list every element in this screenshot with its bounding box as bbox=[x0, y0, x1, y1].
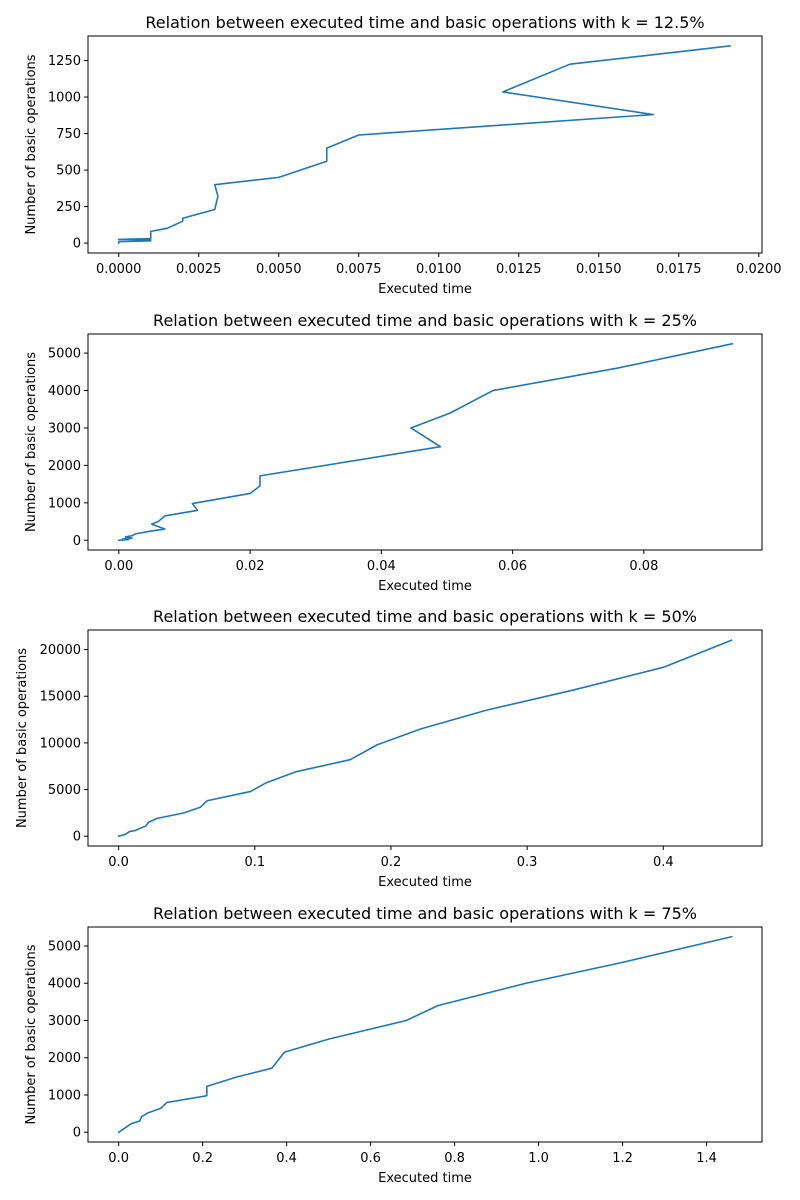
x-tick-label: 0.0150 bbox=[576, 262, 622, 277]
y-tick-label: 1000 bbox=[48, 1088, 81, 1103]
y-tick-label: 4000 bbox=[48, 384, 81, 399]
axes-frame bbox=[87, 333, 763, 551]
y-tick-label: 3000 bbox=[48, 421, 81, 436]
x-tick-label: 0.06 bbox=[498, 559, 527, 574]
chart-title: Relation between executed time and basic… bbox=[153, 311, 697, 330]
x-tick-label: 0.0 bbox=[108, 855, 129, 870]
y-tick-label: 3000 bbox=[48, 1014, 81, 1029]
series-line-1 bbox=[117, 342, 734, 542]
subplot-3: Relation between executed time and basic… bbox=[15, 607, 763, 890]
series-line-1 bbox=[117, 935, 733, 1134]
x-tick-label: 0.2 bbox=[192, 1151, 213, 1166]
x-tick-label: 0.02 bbox=[236, 559, 265, 574]
y-axis-label: Number of basic operations bbox=[24, 944, 39, 1124]
x-axis-label: Executed time bbox=[378, 875, 472, 890]
x-tick-label: 0.0025 bbox=[176, 262, 222, 277]
y-tick-label: 250 bbox=[56, 200, 81, 215]
series-line-1 bbox=[117, 45, 731, 244]
y-tick-label: 15000 bbox=[40, 690, 81, 705]
y-tick-label: 10000 bbox=[40, 736, 81, 751]
x-axis-label: Executed time bbox=[378, 1171, 472, 1186]
x-tick-label: 0.0000 bbox=[96, 262, 142, 277]
subplot-2: Relation between executed time and basic… bbox=[24, 311, 763, 594]
chart-title: Relation between executed time and basic… bbox=[153, 607, 697, 626]
x-tick-label: 0.0200 bbox=[736, 262, 782, 277]
y-tick-label: 1000 bbox=[48, 91, 81, 106]
y-tick-label: 750 bbox=[56, 127, 81, 142]
y-tick-label: 1000 bbox=[48, 496, 81, 511]
x-tick-label: 0.4 bbox=[276, 1151, 297, 1166]
x-tick-label: 0.8 bbox=[444, 1151, 465, 1166]
y-tick-label: 4000 bbox=[48, 977, 81, 992]
subplot-1: Relation between executed time and basic… bbox=[24, 13, 782, 297]
y-tick-label: 5000 bbox=[48, 939, 81, 954]
axes-frame bbox=[87, 926, 763, 1143]
x-tick-label: 0.00 bbox=[104, 559, 133, 574]
y-tick-label: 0 bbox=[73, 830, 81, 845]
x-tick-label: 0.1 bbox=[244, 855, 265, 870]
x-tick-label: 0.6 bbox=[360, 1151, 381, 1166]
x-tick-label: 0.0050 bbox=[256, 262, 302, 277]
y-axis-label: Number of basic operations bbox=[24, 54, 39, 234]
y-tick-label: 5000 bbox=[48, 347, 81, 362]
x-tick-label: 0.0 bbox=[108, 1151, 129, 1166]
x-tick-label: 0.0100 bbox=[416, 262, 462, 277]
subplot-4: Relation between executed time and basic… bbox=[24, 904, 763, 1186]
y-tick-label: 2000 bbox=[48, 1051, 81, 1066]
axes-frame bbox=[87, 35, 763, 254]
y-tick-label: 0 bbox=[73, 534, 81, 549]
x-tick-label: 0.0175 bbox=[656, 262, 702, 277]
x-tick-label: 0.2 bbox=[381, 855, 402, 870]
x-tick-label: 1.4 bbox=[696, 1151, 717, 1166]
series-line-1 bbox=[117, 639, 733, 838]
x-tick-label: 0.08 bbox=[629, 559, 658, 574]
y-tick-label: 2000 bbox=[48, 459, 81, 474]
x-axis-label: Executed time bbox=[378, 579, 472, 594]
x-tick-label: 1.2 bbox=[612, 1151, 633, 1166]
y-tick-label: 500 bbox=[56, 164, 81, 179]
axes-frame bbox=[87, 629, 763, 847]
y-axis-label: Number of basic operations bbox=[24, 352, 39, 532]
y-tick-label: 5000 bbox=[48, 783, 81, 798]
y-tick-label: 20000 bbox=[40, 643, 81, 658]
x-axis-label: Executed time bbox=[378, 282, 472, 297]
x-tick-label: 0.3 bbox=[517, 855, 538, 870]
x-tick-label: 0.0075 bbox=[336, 262, 382, 277]
y-axis-label: Number of basic operations bbox=[15, 648, 30, 828]
x-tick-label: 1.0 bbox=[528, 1151, 549, 1166]
y-tick-label: 1250 bbox=[48, 54, 81, 69]
x-tick-label: 0.04 bbox=[367, 559, 396, 574]
x-tick-label: 0.4 bbox=[653, 855, 674, 870]
chart-title: Relation between executed time and basic… bbox=[145, 13, 704, 32]
y-tick-label: 0 bbox=[73, 237, 81, 252]
y-tick-label: 0 bbox=[73, 1126, 81, 1141]
chart-title: Relation between executed time and basic… bbox=[153, 904, 697, 923]
x-tick-label: 0.0125 bbox=[496, 262, 542, 277]
